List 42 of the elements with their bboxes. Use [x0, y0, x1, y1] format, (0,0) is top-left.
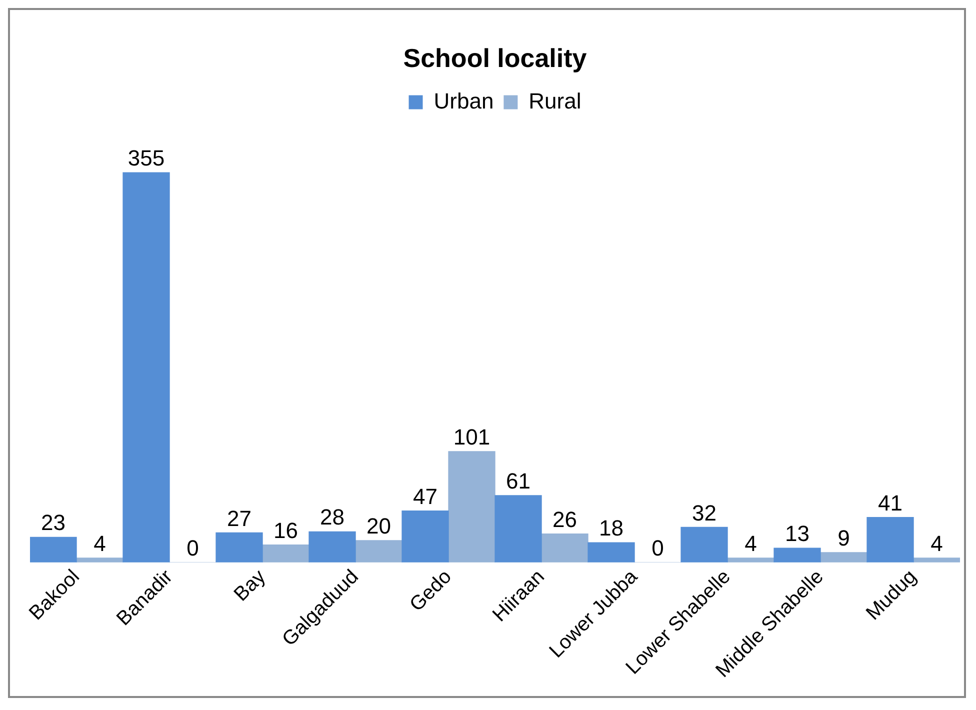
- bar: [866, 517, 914, 562]
- bar: [76, 558, 124, 562]
- legend-label: Urban: [434, 88, 494, 114]
- data-label: 355: [128, 146, 165, 171]
- data-label: 20: [366, 514, 391, 538]
- data-label: 13: [785, 521, 810, 546]
- data-label: 32: [692, 500, 716, 526]
- bar: [494, 495, 542, 562]
- data-label: 0: [652, 535, 664, 560]
- data-label: 9: [838, 526, 850, 551]
- bar: [355, 540, 402, 562]
- bar: [122, 172, 170, 562]
- bar: [588, 542, 635, 562]
- legend-label: Rural: [528, 88, 582, 114]
- bar: [308, 531, 356, 562]
- data-label: 23: [41, 510, 66, 536]
- bar: [727, 558, 774, 562]
- data-label: 4: [94, 531, 106, 556]
- chart-title: School locality: [403, 42, 588, 73]
- bar: [680, 526, 728, 562]
- data-label: 27: [227, 506, 252, 531]
- data-label: 28: [320, 504, 344, 530]
- bar: [216, 532, 263, 562]
- bar: [262, 544, 310, 562]
- bar: [541, 534, 588, 562]
- bar: [402, 510, 449, 562]
- data-label: 18: [599, 516, 624, 541]
- data-label: 61: [506, 468, 530, 494]
- data-label: 101: [453, 424, 490, 450]
- bar: [820, 552, 868, 562]
- x-tick-label: Bay: [230, 566, 270, 606]
- bar: [913, 558, 960, 562]
- data-label: 26: [552, 506, 577, 532]
- data-label: 16: [274, 518, 298, 543]
- bar: [774, 548, 821, 562]
- bar: [448, 451, 496, 562]
- data-label: 41: [878, 490, 902, 516]
- data-label: 47: [413, 484, 438, 509]
- data-label: 4: [930, 531, 943, 556]
- bar: [30, 536, 77, 562]
- data-label: 4: [744, 531, 757, 556]
- data-label: 0: [186, 535, 199, 560]
